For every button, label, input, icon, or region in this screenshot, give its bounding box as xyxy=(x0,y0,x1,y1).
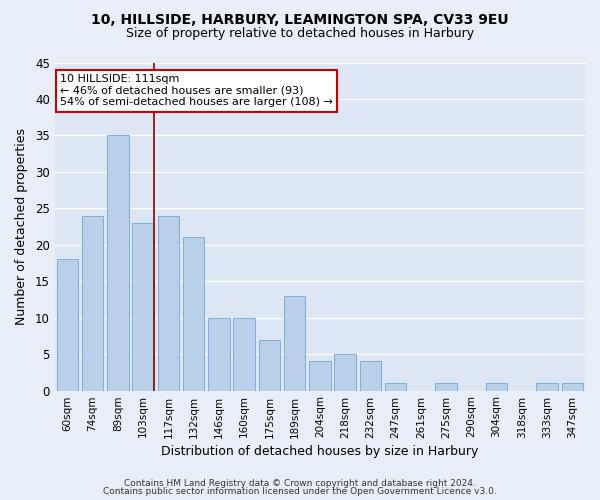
Text: 10, HILLSIDE, HARBURY, LEAMINGTON SPA, CV33 9EU: 10, HILLSIDE, HARBURY, LEAMINGTON SPA, C… xyxy=(91,12,509,26)
Bar xyxy=(107,136,128,390)
Bar xyxy=(486,384,508,390)
Bar xyxy=(436,384,457,390)
X-axis label: Distribution of detached houses by size in Harbury: Distribution of detached houses by size … xyxy=(161,444,479,458)
Bar xyxy=(82,216,103,390)
Bar xyxy=(208,318,230,390)
Bar xyxy=(158,216,179,390)
Bar xyxy=(359,362,381,390)
Bar xyxy=(385,384,406,390)
Text: Contains public sector information licensed under the Open Government Licence v3: Contains public sector information licen… xyxy=(103,487,497,496)
Bar xyxy=(233,318,255,390)
Bar xyxy=(562,384,583,390)
Text: Contains HM Land Registry data © Crown copyright and database right 2024.: Contains HM Land Registry data © Crown c… xyxy=(124,478,476,488)
Bar xyxy=(259,340,280,390)
Bar xyxy=(133,223,154,390)
Bar xyxy=(334,354,356,391)
Text: Size of property relative to detached houses in Harbury: Size of property relative to detached ho… xyxy=(126,28,474,40)
Text: 10 HILLSIDE: 111sqm
← 46% of detached houses are smaller (93)
54% of semi-detach: 10 HILLSIDE: 111sqm ← 46% of detached ho… xyxy=(60,74,333,107)
Bar xyxy=(309,362,331,390)
Bar xyxy=(183,238,205,390)
Bar xyxy=(536,384,558,390)
Bar xyxy=(56,260,78,390)
Y-axis label: Number of detached properties: Number of detached properties xyxy=(15,128,28,325)
Bar xyxy=(284,296,305,390)
